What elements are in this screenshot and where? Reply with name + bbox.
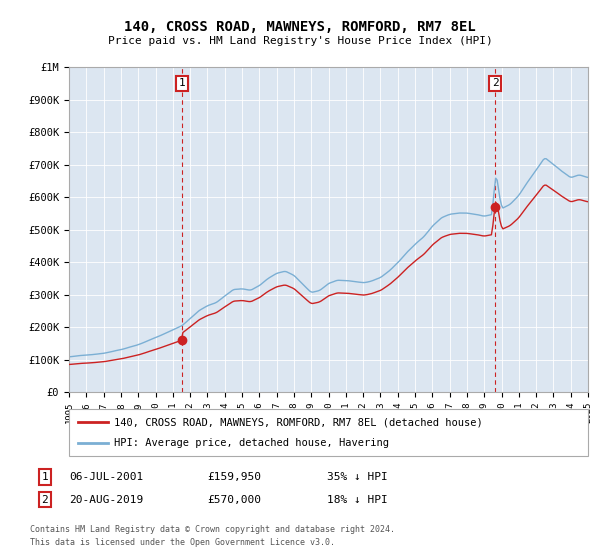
Text: 18% ↓ HPI: 18% ↓ HPI: [327, 494, 388, 505]
Text: 2: 2: [41, 494, 49, 505]
Text: 2: 2: [492, 78, 499, 88]
Text: 1: 1: [178, 78, 185, 88]
Text: 35% ↓ HPI: 35% ↓ HPI: [327, 472, 388, 482]
Text: 140, CROSS ROAD, MAWNEYS, ROMFORD, RM7 8EL (detached house): 140, CROSS ROAD, MAWNEYS, ROMFORD, RM7 8…: [114, 417, 483, 427]
Text: £570,000: £570,000: [207, 494, 261, 505]
Text: HPI: Average price, detached house, Havering: HPI: Average price, detached house, Have…: [114, 438, 389, 448]
Text: 06-JUL-2001: 06-JUL-2001: [69, 472, 143, 482]
Text: £159,950: £159,950: [207, 472, 261, 482]
Text: Price paid vs. HM Land Registry's House Price Index (HPI): Price paid vs. HM Land Registry's House …: [107, 36, 493, 46]
Text: 140, CROSS ROAD, MAWNEYS, ROMFORD, RM7 8EL: 140, CROSS ROAD, MAWNEYS, ROMFORD, RM7 8…: [124, 20, 476, 34]
Text: This data is licensed under the Open Government Licence v3.0.: This data is licensed under the Open Gov…: [30, 538, 335, 547]
Text: 20-AUG-2019: 20-AUG-2019: [69, 494, 143, 505]
Text: 1: 1: [41, 472, 49, 482]
Text: Contains HM Land Registry data © Crown copyright and database right 2024.: Contains HM Land Registry data © Crown c…: [30, 525, 395, 534]
